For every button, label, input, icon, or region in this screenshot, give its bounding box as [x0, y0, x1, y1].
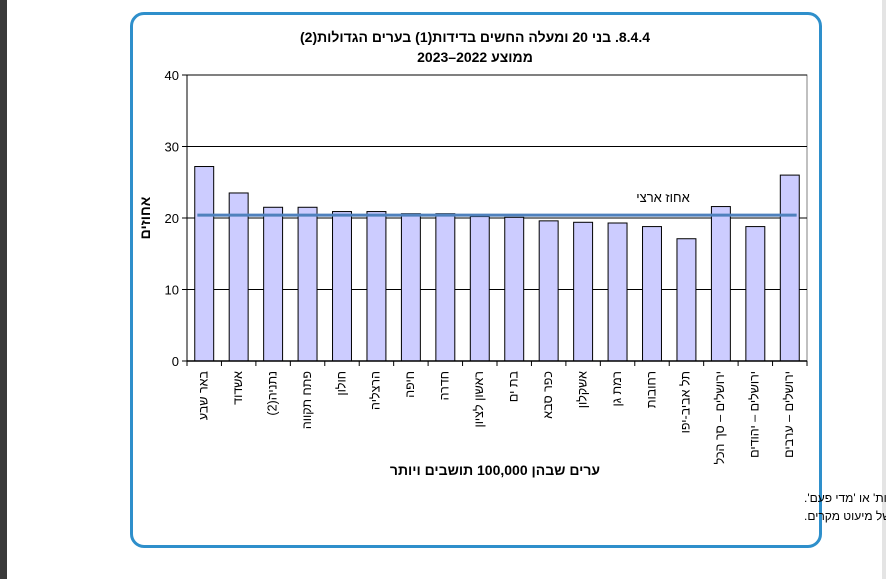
chart-title: 8.4.4. בני 20 ומעלה החשים בדידות(1) בערי…: [300, 29, 650, 45]
x-tick-label: אשקלון: [575, 371, 589, 408]
x-tick-label: בת ים: [507, 370, 521, 402]
bar: [297, 206, 318, 362]
bar: [676, 238, 697, 362]
bar: [228, 192, 249, 362]
x-tick-label: ירושלים – סך הכל: [713, 371, 727, 464]
bar: [504, 216, 525, 362]
bar: [607, 222, 628, 362]
x-tick-label: רמת גן: [610, 371, 624, 407]
x-tick-label: חיפה: [403, 371, 417, 398]
chart-frame: [130, 12, 822, 548]
bar: [263, 206, 284, 362]
x-tick-label: ירושלים – ערבים: [782, 371, 796, 458]
bar: [366, 211, 387, 362]
bar: [642, 226, 662, 362]
bar: [435, 213, 456, 362]
bar: [538, 220, 559, 362]
x-tick-label: ראשון לציון: [472, 371, 486, 428]
x-tick-label: הרצליה: [369, 371, 383, 410]
y-axis-label: אחוזים: [137, 196, 153, 239]
bar: [469, 216, 490, 362]
national-average-label: אחוז ארצי: [636, 190, 689, 205]
x-tick-label: פתח תקווה: [300, 371, 314, 429]
bar: [332, 211, 352, 362]
x-axis-label: ערים שבהן 100,000 תושבים ויותר: [390, 462, 600, 478]
y-tick-label: 30: [165, 140, 179, 155]
bar: [573, 221, 594, 362]
x-tick-label: כפר סבא: [541, 371, 555, 419]
bar: [400, 213, 421, 362]
bar: [710, 206, 731, 362]
x-tick-label: נתניה(2): [265, 371, 279, 416]
x-tick-label: ירושלים – יהודים: [748, 371, 762, 458]
y-tick-label: 20: [165, 211, 179, 226]
y-tick-label: 0: [172, 354, 179, 369]
x-tick-label: רחובות: [644, 371, 658, 408]
bar: [194, 166, 215, 362]
x-tick-label: באר שבע: [197, 370, 211, 420]
x-tick-label: אשדוד: [231, 371, 245, 405]
x-tick-label: תל אביב-יפו: [679, 371, 693, 433]
bar: [779, 174, 800, 362]
x-tick-label: חולון: [334, 371, 348, 396]
window-edge-right: [882, 0, 886, 579]
x-tick-label: חדרה: [438, 371, 452, 400]
footnote-2: (2) הנתונים על בני ברק ובית שמש אינו מוצ…: [804, 509, 886, 523]
bar: [745, 226, 766, 362]
chart-subtitle: ממוצע 2022–2023: [417, 49, 533, 65]
window-edge-left: [0, 0, 7, 579]
footnote-1: (1) 'לעיתים קרובות' או 'מדי פעם'.: [804, 491, 886, 505]
y-tick-label: 10: [165, 283, 179, 298]
y-tick-label: 40: [165, 68, 179, 83]
